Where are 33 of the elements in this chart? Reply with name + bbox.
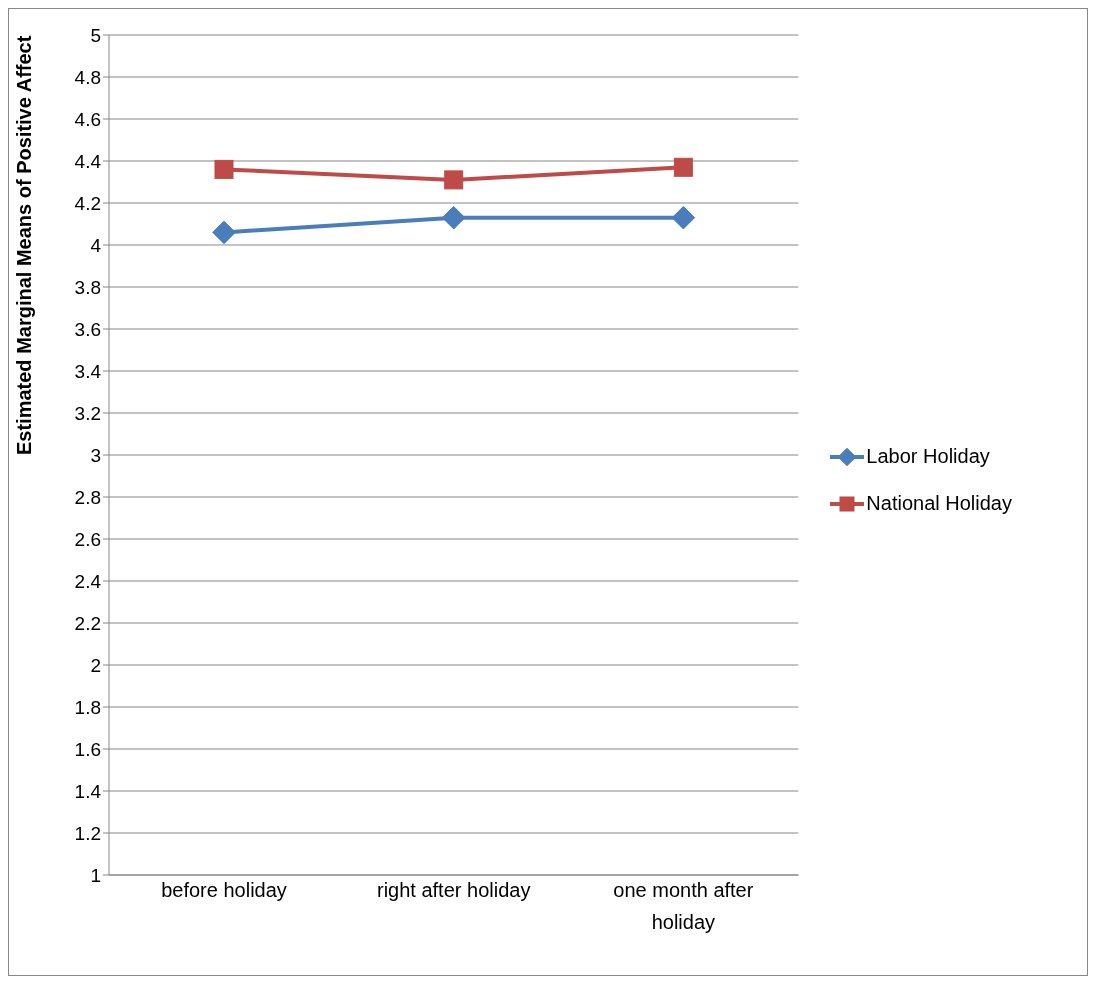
y-tick-label: 2.8 xyxy=(74,486,101,508)
y-tick-label: 1.2 xyxy=(74,822,101,844)
x-tick-label: before holiday xyxy=(161,879,287,901)
y-tick-label: 4 xyxy=(90,234,102,256)
y-axis-title: Estimated Marginal Means of Positive Affect xyxy=(13,35,36,455)
point xyxy=(444,170,464,190)
y-tick-label: 4.6 xyxy=(74,108,101,130)
point xyxy=(671,205,696,230)
y-tick-label: 4.4 xyxy=(74,150,102,172)
legend-label: National Holiday xyxy=(866,492,1012,515)
point xyxy=(212,220,236,245)
legend-label: Labor Holiday xyxy=(866,445,990,468)
y-tick-label: 1 xyxy=(90,864,101,886)
y-tick-label: 2 xyxy=(90,654,101,676)
y-tick-label: 5 xyxy=(90,24,101,46)
y-tick-label: 1.8 xyxy=(74,696,101,718)
y-tick-label: 1.6 xyxy=(74,738,101,760)
y-tick-label: 3 xyxy=(90,444,101,466)
x-tick-label: right after holiday xyxy=(376,879,531,901)
y-tick-label: 4.8 xyxy=(74,66,101,88)
y-tick-label: 2.2 xyxy=(74,612,101,634)
point xyxy=(441,205,466,230)
y-tick-label: 3.6 xyxy=(74,318,101,340)
point xyxy=(214,159,234,179)
y-tick-label: 1.4 xyxy=(74,780,102,802)
point xyxy=(673,157,693,177)
y-tick-label: 3.8 xyxy=(74,276,101,298)
y-tick-label: 3.4 xyxy=(74,360,102,382)
y-tick-label: 4.2 xyxy=(74,192,101,214)
y-tick-label: 3.2 xyxy=(74,402,101,424)
y-tick-label: 2.6 xyxy=(74,528,101,550)
y-tick-label: 2.4 xyxy=(74,570,102,592)
x-tick-label: one month after holiday xyxy=(613,879,754,933)
